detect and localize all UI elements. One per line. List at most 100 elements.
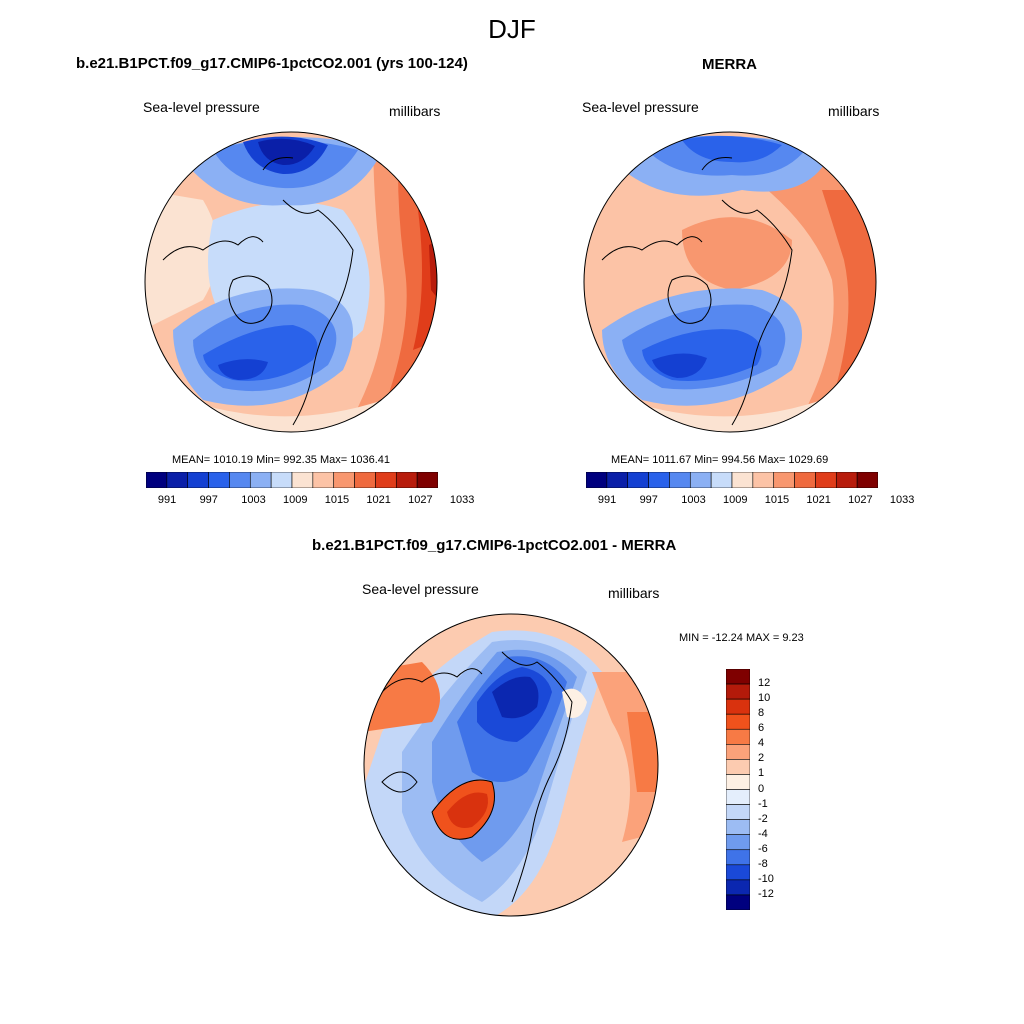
obs-colorbar-tick-label: 1015 (764, 494, 790, 506)
obs-map-fill (584, 132, 876, 432)
model-map-fill (145, 132, 437, 432)
model-colorbar (146, 472, 438, 488)
model-coastlines (162, 157, 354, 426)
diff-colorbar-swatch (726, 849, 750, 866)
model-colorbar-swatch (354, 472, 376, 488)
model-polar-map (144, 131, 438, 433)
model-colorbar-swatch (270, 472, 293, 488)
model-colorbar-tick-label: 1009 (283, 494, 308, 506)
diff-left-label: Sea-level pressure (362, 581, 479, 597)
diff-colorbar-swatch (726, 894, 750, 910)
diff-colorbar-swatch (726, 683, 750, 700)
model-colorbar-swatch (208, 472, 230, 488)
diff-colorbar-tick-label: 2 (758, 752, 765, 765)
model-colorbar-tick-label: 1021 (366, 494, 391, 506)
obs-colorbar-ticks: 991 997 1003 1009 1015 1021 1027 1033 (586, 494, 914, 508)
diff-map-border (363, 613, 659, 917)
diff-stats: MIN = -12.24 MAX = 9.23 (679, 632, 804, 644)
diff-colorbar-tick-label: 0 (758, 782, 765, 795)
obs-map-border (583, 131, 877, 433)
diff-colorbar-tick-label: -6 (758, 842, 768, 855)
diff-colorbar-swatch (726, 879, 750, 896)
diff-colorbar-tick-label: 6 (758, 722, 765, 735)
diff-colorbar-tick-label: -12 (758, 887, 774, 900)
diff-colorbar-swatch (726, 774, 750, 790)
obs-colorbar-swatch (669, 472, 691, 488)
diff-panel-title: b.e21.B1PCT.f09_g17.CMIP6-1pctCO2.001 - … (312, 537, 677, 554)
model-colorbar-swatch (312, 472, 335, 488)
obs-stats: MEAN= 1011.67 Min= 994.56 Max= 1029.69 (611, 454, 829, 466)
diff-coastlines (381, 651, 573, 903)
obs-colorbar-swatch (773, 472, 795, 488)
model-colorbar-tick-label: 1033 (449, 494, 475, 506)
model-colorbar-tick-label: 991 (157, 494, 177, 506)
model-colorbar-swatch (333, 472, 355, 488)
diff-polar-map (363, 613, 659, 917)
obs-colorbar-swatch (586, 472, 608, 488)
obs-colorbar-swatch (648, 472, 670, 488)
diff-colorbar (726, 669, 750, 910)
obs-colorbar-tick-label: 1021 (806, 494, 831, 506)
obs-colorbar-swatch (815, 472, 837, 488)
diff-colorbar-swatch (726, 728, 750, 745)
obs-colorbar-tick-label: 997 (639, 494, 658, 506)
obs-coastlines (601, 157, 793, 426)
obs-colorbar-tick-label: 1009 (723, 494, 748, 506)
diff-right-label: millibars (608, 585, 660, 601)
diff-colorbar-swatch (726, 744, 750, 760)
diff-colorbar-swatch (726, 759, 750, 775)
diff-colorbar-swatch (726, 669, 750, 685)
model-colorbar-tick-label: 997 (199, 494, 218, 506)
obs-colorbar-swatch (752, 472, 775, 488)
obs-colorbar-swatch (856, 472, 878, 488)
diff-colorbar-swatch (726, 713, 750, 730)
model-colorbar-swatch (416, 472, 438, 488)
diff-colorbar-tick-label: 1 (758, 767, 765, 780)
obs-colorbar-tick-label: 1003 (681, 494, 706, 506)
obs-colorbar-tick-label: 1033 (889, 494, 915, 506)
diff-colorbar-ticks: 12 10 8 6 4 2 1 0 -1 -2 -4 -6 -8 -10 -12 (758, 669, 798, 910)
obs-colorbar-tick-label: 1027 (848, 494, 873, 506)
model-left-label: Sea-level pressure (143, 99, 260, 115)
model-colorbar-tick-label: 1003 (241, 494, 266, 506)
diff-colorbar-tick-label: -2 (758, 812, 768, 825)
obs-colorbar-swatch (627, 472, 649, 488)
diff-colorbar-swatch (726, 864, 750, 881)
diff-colorbar-swatch (726, 789, 750, 805)
model-colorbar-swatch (395, 472, 418, 488)
obs-colorbar-swatch (794, 472, 816, 488)
obs-colorbar-tick-label: 991 (597, 494, 617, 506)
diff-colorbar-tick-label: 12 (758, 677, 771, 690)
diff-map-fill (364, 614, 658, 916)
diff-colorbar-swatch (726, 804, 750, 820)
obs-colorbar-swatch (689, 472, 712, 488)
model-right-label: millibars (389, 103, 441, 119)
model-colorbar-swatch (229, 472, 251, 488)
diff-colorbar-tick-label: -8 (758, 857, 768, 870)
obs-panel-title: MERRA (702, 56, 757, 73)
model-colorbar-swatch (166, 472, 189, 488)
model-panel-title: b.e21.B1PCT.f09_g17.CMIP6-1pctCO2.001 (y… (76, 55, 468, 72)
model-colorbar-ticks: 991 997 1003 1009 1015 1021 1027 1033 (146, 494, 474, 508)
model-colorbar-swatch (146, 472, 168, 488)
model-colorbar-tick-label: 1027 (408, 494, 433, 506)
obs-colorbar-swatch (606, 472, 629, 488)
diff-colorbar-tick-label: 10 (758, 692, 771, 705)
model-colorbar-swatch (187, 472, 209, 488)
obs-left-label: Sea-level pressure (582, 99, 699, 115)
model-colorbar-swatch (249, 472, 272, 488)
figure-title: DJF (488, 14, 536, 44)
diff-colorbar-swatch (726, 698, 750, 715)
diff-colorbar-tick-label: 8 (758, 707, 765, 720)
model-colorbar-tick-label: 1015 (324, 494, 350, 506)
diff-colorbar-tick-label: -10 (758, 872, 774, 885)
obs-right-label: millibars (828, 103, 880, 119)
diff-colorbar-tick-label: -4 (758, 827, 768, 840)
obs-colorbar-swatch (710, 472, 733, 488)
obs-colorbar-swatch (731, 472, 754, 488)
obs-colorbar (586, 472, 878, 488)
obs-colorbar-swatch (835, 472, 858, 488)
model-stats: MEAN= 1010.19 Min= 992.35 Max= 1036.41 (172, 454, 391, 466)
diff-colorbar-tick-label: -1 (758, 797, 768, 810)
model-colorbar-swatch (375, 472, 397, 488)
